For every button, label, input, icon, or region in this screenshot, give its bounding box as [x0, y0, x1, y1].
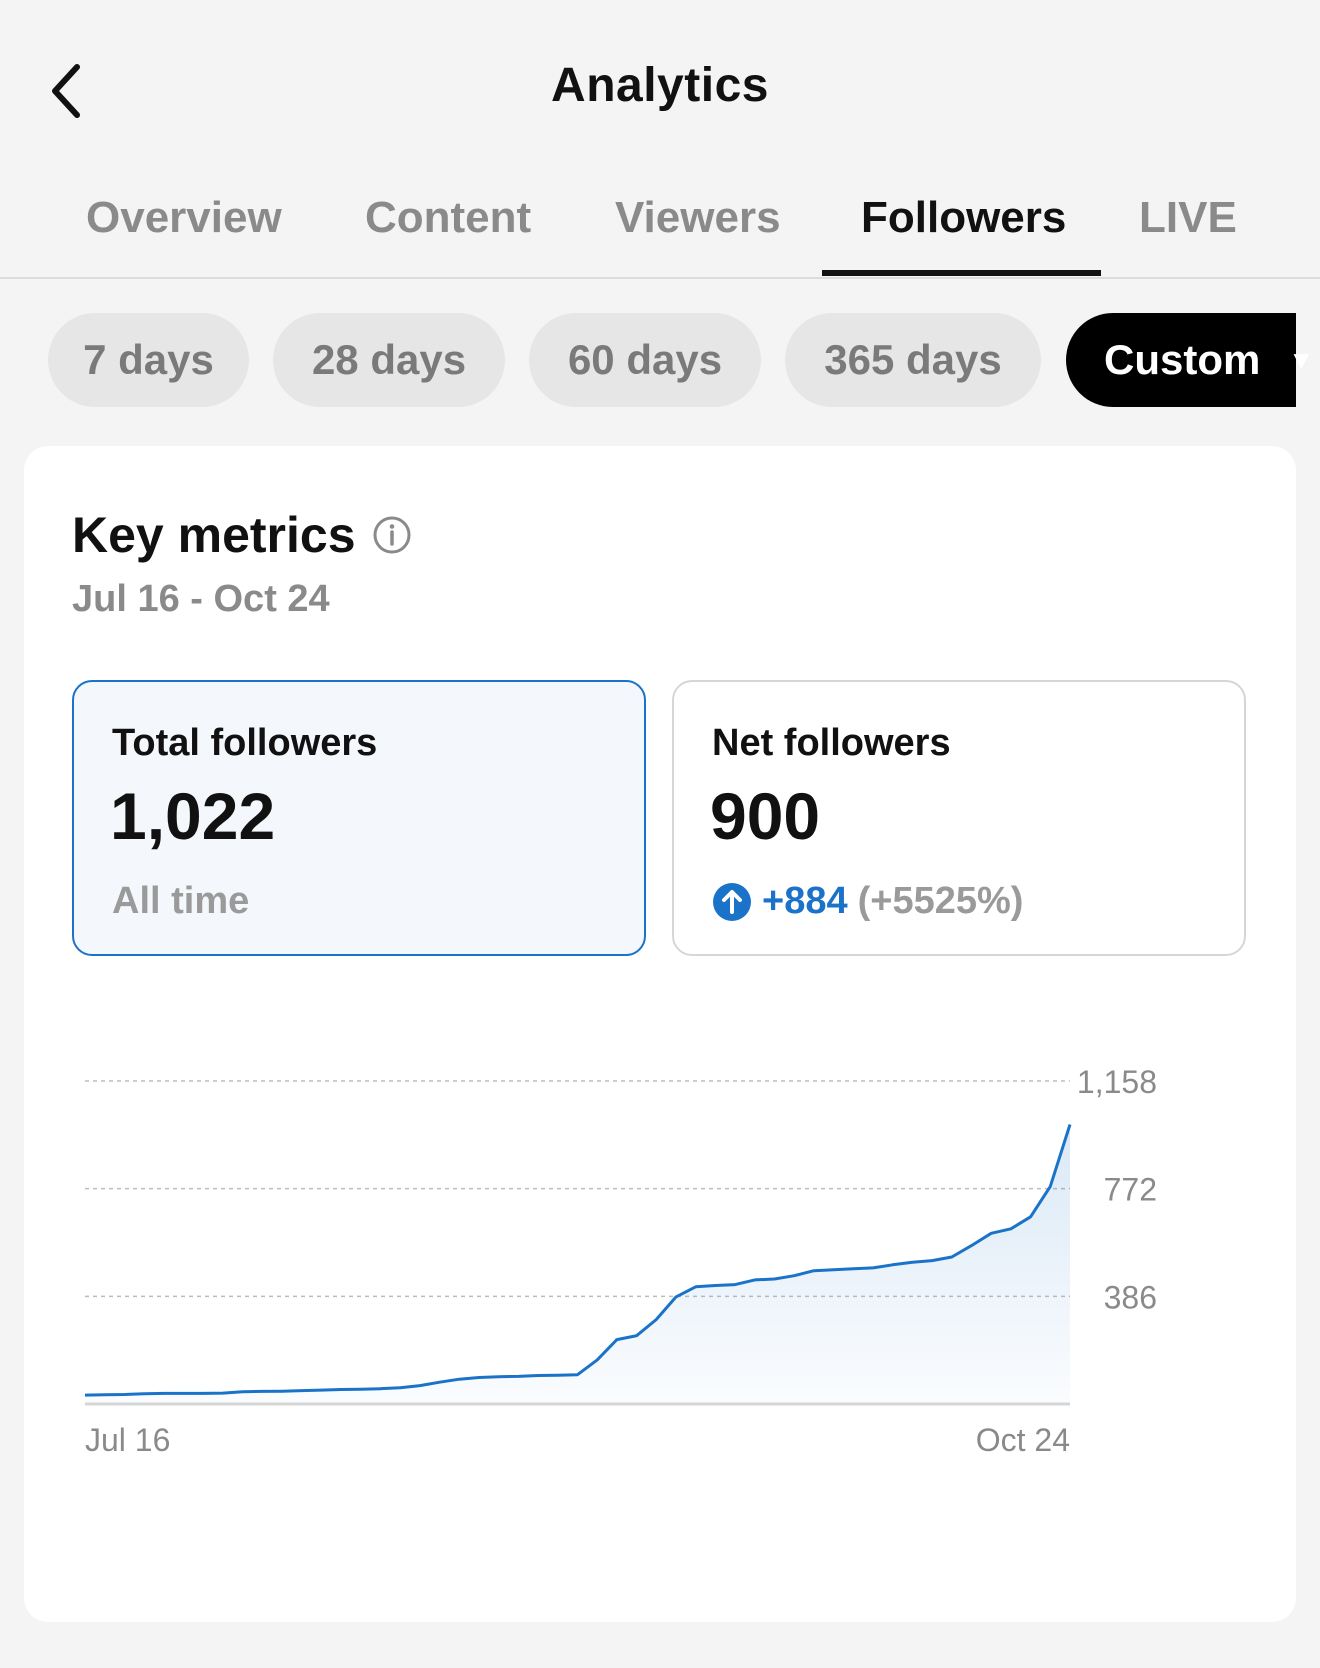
tab-content[interactable]: Content — [365, 193, 532, 242]
filter-28-days[interactable]: 28 days — [273, 313, 505, 407]
filter-custom-label: Custom — [1104, 336, 1261, 383]
x-tick-label: Oct 24 — [976, 1422, 1070, 1458]
date-filter-bar: 7 days 28 days 60 days 365 days Custom ▼ — [0, 313, 1320, 409]
key-metrics-title: Key metrics — [72, 507, 356, 563]
header: Analytics — [0, 0, 1320, 180]
key-metrics-heading: Key metrics — [72, 506, 412, 564]
total-followers-sub: All time — [112, 880, 250, 922]
page-title: Analytics — [551, 59, 769, 112]
info-icon[interactable] — [372, 515, 412, 555]
filter-custom[interactable]: Custom ▼ — [1066, 313, 1314, 407]
active-tab-indicator — [822, 270, 1101, 276]
filter-60-days[interactable]: 60 days — [529, 313, 761, 407]
filter-365-days[interactable]: 365 days — [785, 313, 1041, 407]
y-tick-label: 386 — [1104, 1279, 1157, 1315]
total-followers-value: 1,022 — [110, 779, 276, 853]
tab-overview[interactable]: Overview — [86, 193, 282, 242]
net-followers-card[interactable]: Net followers 900 +884 (+5525%) — [672, 680, 1246, 956]
chevron-left-icon — [52, 64, 80, 118]
total-followers-label: Total followers — [112, 722, 378, 764]
y-tick-label: 772 — [1104, 1172, 1157, 1208]
net-followers-label: Net followers — [712, 722, 951, 764]
back-button[interactable] — [40, 55, 92, 127]
filter-7-days[interactable]: 7 days — [48, 313, 249, 407]
caret-down-icon: ▼ — [1288, 344, 1315, 375]
tab-followers[interactable]: Followers — [861, 193, 1067, 242]
key-metrics-card: Key metrics Jul 16 - Oct 24 Total follow… — [24, 446, 1296, 1622]
net-followers-change: +884 — [762, 880, 848, 922]
date-range: Jul 16 - Oct 24 — [72, 578, 330, 620]
net-followers-change-percent: (+5525%) — [857, 880, 1024, 922]
followers-chart: 1,158 772 386 Jul 16 Oct 24 — [84, 1064, 1157, 1458]
net-followers-value: 900 — [710, 779, 821, 853]
y-tick-label: 1,158 — [1077, 1064, 1157, 1100]
net-followers-change-row: +884 (+5525%) — [712, 880, 1023, 923]
tab-viewers[interactable]: Viewers — [615, 193, 781, 242]
arrow-up-icon — [713, 882, 751, 921]
x-tick-label: Jul 16 — [85, 1422, 170, 1458]
series-line — [84, 1124, 1072, 1397]
tab-live[interactable]: LIVE — [1139, 193, 1237, 242]
total-followers-card[interactable]: Total followers 1,022 All time — [72, 680, 646, 956]
tab-bar: Overview Content Viewers Followers LIVE — [0, 175, 1320, 279]
series-area — [85, 1124, 1070, 1404]
